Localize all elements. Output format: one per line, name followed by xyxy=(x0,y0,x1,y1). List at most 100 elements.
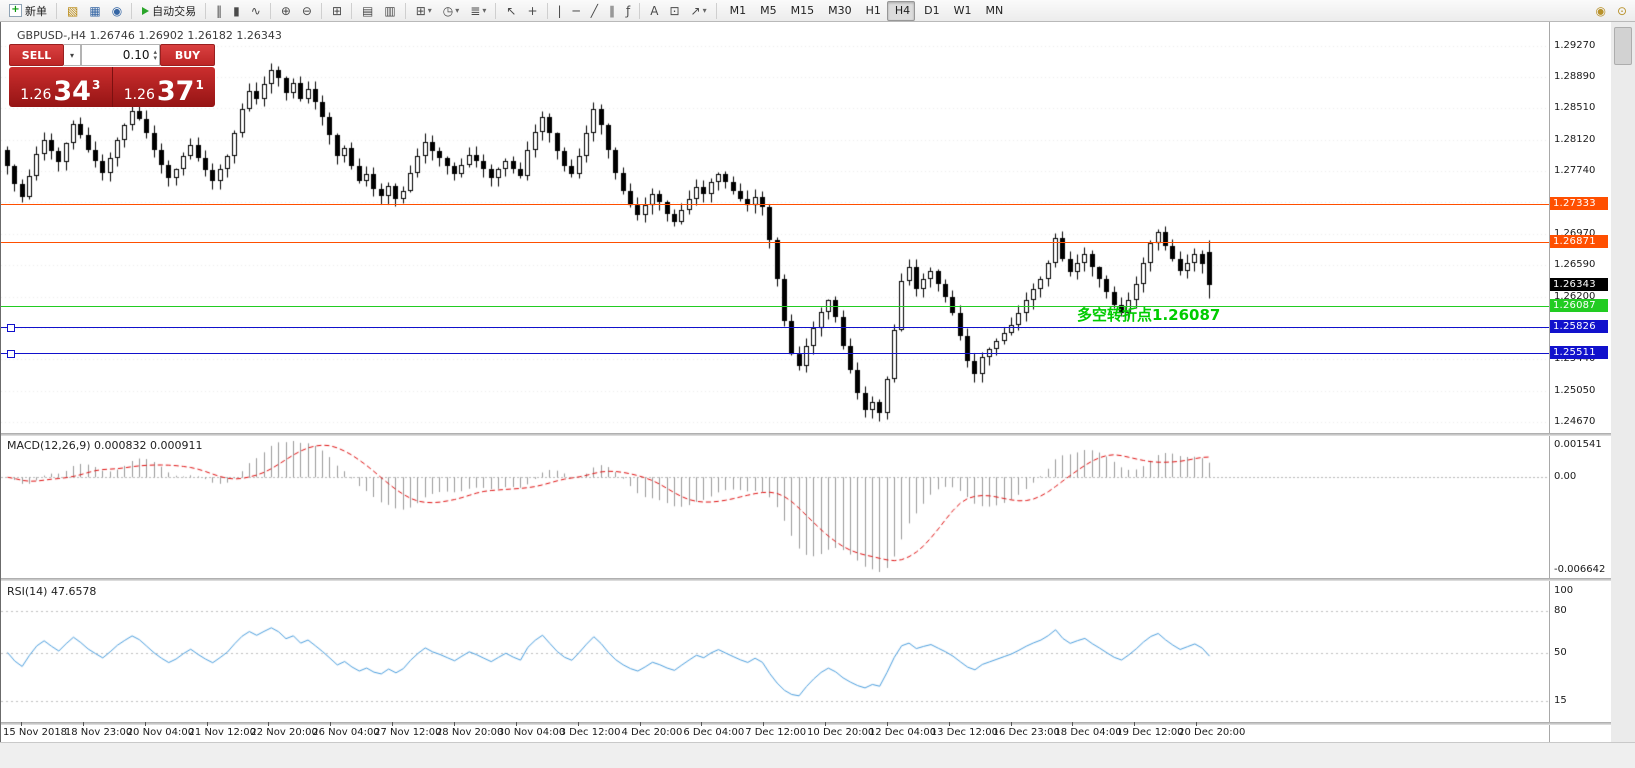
panel-divider-macd[interactable] xyxy=(1,433,1611,436)
market-watch-button[interactable]: ▦ xyxy=(84,1,105,21)
buy-price-button[interactable]: 1.26 37 1 xyxy=(112,67,215,107)
channel-button[interactable]: ∥ xyxy=(604,1,620,21)
macd-indicator-label: MACD(12,26,9) 0.000832 0.000911 xyxy=(7,439,203,452)
channel-icon: ∥ xyxy=(609,3,616,18)
new-chart-button[interactable]: ⊞ ▾ xyxy=(411,1,437,21)
time-axis-label: 19 Dec 12:00 xyxy=(1116,727,1184,738)
bar-chart-button[interactable]: ‖ xyxy=(211,1,227,21)
tf-m30-button-label: M30 xyxy=(828,4,852,17)
toolbar-separator xyxy=(205,2,207,19)
text-button[interactable]: A xyxy=(645,1,663,21)
text-icon: A xyxy=(650,3,659,18)
panel-divider-timeaxis xyxy=(1,722,1611,725)
tile-windows-icon: ⊞ xyxy=(331,3,343,18)
help-button[interactable]: ◉ xyxy=(107,1,127,21)
time-axis-tick xyxy=(1072,722,1074,726)
cursor-button[interactable]: ↖ xyxy=(501,1,521,21)
scrollbar-thumb[interactable] xyxy=(1614,27,1632,65)
rsi-axis-top-label: 100 xyxy=(1554,585,1574,596)
tf-h4-button[interactable]: H4 xyxy=(886,0,916,21)
autotrading-button[interactable]: 自动交易 xyxy=(137,1,201,21)
indicators-button[interactable]: ≣ ▾ xyxy=(465,1,491,21)
time-axis-label: 12 Dec 04:00 xyxy=(868,727,937,738)
time-axis-tick xyxy=(1010,722,1012,726)
time-axis-label: 6 Dec 04:00 xyxy=(683,727,745,738)
macd-axis-min-label: -0.006642 xyxy=(1554,564,1606,575)
trendline-button[interactable]: ╱ xyxy=(586,1,603,21)
vertical-line-button[interactable]: | xyxy=(553,1,567,21)
ohlc-bars-icon: ‖ xyxy=(216,3,223,18)
lot-size-field[interactable]: 0.10 ▴ ▾ xyxy=(81,44,160,66)
trade-panel-prices: 1.26 34 3 1.26 37 1 xyxy=(9,67,215,107)
horizontal-line-icon: ─ xyxy=(572,3,580,18)
price-level-line-resistance-2[interactable] xyxy=(1,242,1549,243)
arrow-tools-icon: ↗ xyxy=(690,3,701,18)
fibonacci-button[interactable]: ƒ xyxy=(621,1,635,21)
horizontal-line-button[interactable]: ─ xyxy=(568,1,585,21)
arrange-vertical-button[interactable]: ▥ xyxy=(379,1,400,21)
tf-mn-button[interactable]: MN xyxy=(978,1,1009,21)
profiles-button[interactable]: ◷ ▾ xyxy=(438,1,465,21)
sell-button[interactable]: SELL xyxy=(9,44,64,66)
toolbar-separator xyxy=(715,2,717,19)
buy-button[interactable]: BUY xyxy=(160,44,215,66)
price-axis[interactable] xyxy=(1549,22,1611,742)
tf-d1-button[interactable]: D1 xyxy=(916,1,944,21)
new-order-button[interactable]: + 新单 xyxy=(4,1,52,21)
time-axis-label: 7 Dec 12:00 xyxy=(745,727,807,738)
buy-price-pipette: 1 xyxy=(195,78,204,92)
time-axis-label: 20 Nov 04:00 xyxy=(126,727,195,738)
main-toolbar: + 新单 ▧ ▦ ◉ 自动交易 ‖ ▮ ∿ ⊕ ⊖ ⊞ ▤ ▥ ⊞ ▾ ◷ ▾ ≣ ▾ ↖ + | ─ ╱ ∥ ƒ A ⊡ ↗ ▾ M1 M5 M… xyxy=(0,0,1635,22)
bottom-strip xyxy=(0,742,1635,768)
price-chart-canvas[interactable] xyxy=(1,22,1549,742)
tf-m15-button[interactable]: M15 xyxy=(783,1,820,21)
time-axis-label: 18 Nov 23:00 xyxy=(64,727,133,738)
clock-icon: ◷ xyxy=(442,3,454,18)
chevron-down-icon: ▾ xyxy=(427,6,432,15)
text-label-button[interactable]: ⊡ xyxy=(664,1,684,21)
line-handle[interactable] xyxy=(7,324,15,332)
arrow-tools-button[interactable]: ↗ ▾ xyxy=(686,1,712,21)
sell-price-button[interactable]: 1.26 34 3 xyxy=(9,67,113,107)
toolbar-separator xyxy=(269,2,271,19)
arrange-horizontal-icon: ▤ xyxy=(362,3,374,18)
toolbar-extra-button-1[interactable]: ◉ xyxy=(1590,1,1610,21)
tf-w1-button[interactable]: W1 xyxy=(946,1,977,21)
toolbar-separator xyxy=(351,2,353,19)
time-axis-tick xyxy=(268,722,270,726)
time-axis-tick xyxy=(1134,722,1136,726)
tf-h1-button[interactable]: H1 xyxy=(858,1,886,21)
time-axis-tick xyxy=(763,722,765,726)
lot-increase-button[interactable]: ▴ xyxy=(153,48,157,56)
crosshair-button[interactable]: + xyxy=(522,1,542,21)
price-axis-label: 1.27740 xyxy=(1554,165,1596,177)
price-level-badge-resistance-2: 1.26871 xyxy=(1550,235,1608,248)
pivot-annotation-text[interactable]: 多空转折点1.26087 xyxy=(1077,306,1221,324)
tf-m1-button[interactable]: M1 xyxy=(722,1,752,21)
panel-divider-rsi[interactable] xyxy=(1,578,1611,581)
lot-size-value: 0.10 xyxy=(122,48,150,62)
chart-symbol-title: GBPUSD-,H4 1.26746 1.26902 1.26182 1.263… xyxy=(17,29,282,42)
tf-m5-button[interactable]: M5 xyxy=(752,1,782,21)
arrange-horizontal-button[interactable]: ▤ xyxy=(357,1,378,21)
zoom-in-button[interactable]: ⊕ xyxy=(276,1,296,21)
tf-m15-button-label: M15 xyxy=(790,4,815,17)
charts-button[interactable]: ▧ xyxy=(62,1,83,21)
tile-windows-button[interactable]: ⊞ xyxy=(327,1,347,21)
circle-outline-icon: ⊙ xyxy=(1616,4,1627,18)
vertical-line-icon: | xyxy=(557,3,562,18)
price-level-line-support-1[interactable] xyxy=(1,327,1549,328)
zoom-out-button[interactable]: ⊖ xyxy=(297,1,317,21)
price-level-line-resistance-1[interactable] xyxy=(1,204,1549,205)
price-level-line-pivot[interactable] xyxy=(1,306,1549,307)
lot-decrease-button[interactable]: ▾ xyxy=(153,54,157,62)
time-axis-tick xyxy=(206,722,208,726)
tf-m30-button[interactable]: M30 xyxy=(820,1,857,21)
price-axis-label: 1.24670 xyxy=(1554,415,1596,427)
toolbar-extra-button-2[interactable]: ⊙ xyxy=(1612,1,1632,21)
line-chart-button[interactable]: ∿ xyxy=(246,1,266,21)
order-type-dropdown[interactable]: ▾ xyxy=(64,44,81,66)
candlestick-button[interactable]: ▮ xyxy=(228,1,245,21)
line-handle[interactable] xyxy=(7,350,15,358)
price-level-line-support-2[interactable] xyxy=(1,353,1549,354)
